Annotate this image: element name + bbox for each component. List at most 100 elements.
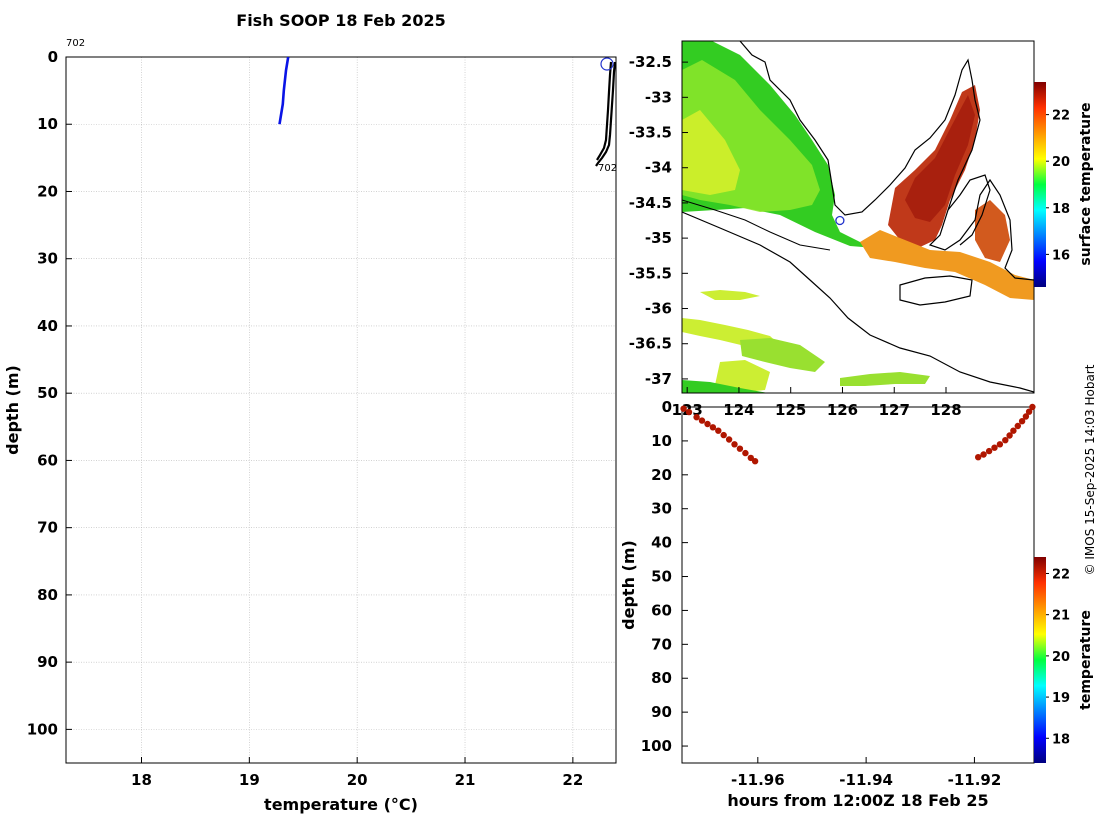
map-shelf-break xyxy=(682,211,1034,393)
map-y-tick-label: -32.5 xyxy=(629,53,672,71)
time-depth-point xyxy=(725,436,733,443)
time-depth-colorbar-tick-label: 22 xyxy=(1052,567,1070,582)
map-y-tick-label: -36 xyxy=(645,300,672,318)
map-position-marker xyxy=(835,215,845,226)
map-y-tick-label: -33 xyxy=(645,88,672,106)
time-depth-y-tick-label: 70 xyxy=(651,635,672,653)
time-depth-y-tick-label: 100 xyxy=(641,737,672,755)
time-depth-point xyxy=(1018,418,1026,425)
time-depth-y-tick-label: 50 xyxy=(651,568,672,586)
time-depth-point xyxy=(996,441,1004,448)
profile-y-tick-label: 90 xyxy=(37,653,58,671)
time-depth-colorbar-tick-label: 19 xyxy=(1052,691,1070,706)
time-depth-point xyxy=(731,441,738,448)
time-depth-point xyxy=(980,451,987,458)
time-depth-point xyxy=(751,458,759,465)
time-depth-point xyxy=(698,417,706,424)
map-y-tick-label: -35 xyxy=(645,229,672,247)
profile-axes-frame xyxy=(65,56,617,764)
time-depth-point xyxy=(991,444,998,451)
time-depth-point xyxy=(1006,432,1013,439)
profile-y-tick-label: 30 xyxy=(37,250,58,268)
map-y-tick-label: -33.5 xyxy=(629,124,672,142)
map-ticks: -32.5 -33 -33.5 -34 -34.5 -35 -35.5 -36 -36.5 -37… xyxy=(629,53,962,419)
map-x-tick-label: 127 xyxy=(879,401,910,419)
time-depth-ticks: 0 10 20 30 40 50 60 70 80 90 100 -11.96 -11.94 -11.92 xyxy=(641,398,1002,789)
time-depth-y-tick-label: 0 xyxy=(662,398,672,416)
map-colorbar-ticks: 16 18 20 22 xyxy=(1046,109,1070,263)
profile-x-tick-label: 21 xyxy=(455,771,476,789)
profile-x-tick-label: 18 xyxy=(131,771,152,789)
profile-series-line xyxy=(278,57,290,125)
time-depth-point xyxy=(685,408,693,416)
map-coastline-mainland xyxy=(739,41,1034,281)
profile-y-tick-label: 60 xyxy=(37,451,58,469)
time-depth-y-tick-label: 30 xyxy=(651,500,672,518)
time-depth-axes-frame xyxy=(681,406,1035,764)
map-y-tick-label: -37 xyxy=(645,370,672,388)
time-depth-point xyxy=(1025,408,1033,415)
time-depth-colorbar-tick-label: 21 xyxy=(1052,609,1070,624)
time-depth-y-tick-label: 60 xyxy=(651,601,672,619)
time-depth-x-tick-label: -11.96 xyxy=(731,771,785,789)
map-colorbar-tick-label: 16 xyxy=(1052,248,1070,263)
profile-annotation-top: 702 xyxy=(66,38,85,49)
time-depth-point xyxy=(693,414,700,421)
map-sst-south-5 xyxy=(840,372,930,386)
time-depth-point xyxy=(1002,437,1009,444)
time-depth-point xyxy=(1014,422,1021,430)
profile-y-tick-label: 20 xyxy=(37,182,58,200)
time-depth-colorbar-tick-label: 20 xyxy=(1052,650,1070,665)
profile-ticks: 18 19 20 21 22 0 10 20 30 40 50 60 70 80 90 100 xyxy=(27,48,584,789)
map-colorbar-tick-label: 20 xyxy=(1052,155,1070,170)
time-depth-point xyxy=(1022,413,1030,420)
profile-grid xyxy=(66,56,616,763)
map-y-tick-label: -36.5 xyxy=(629,335,672,353)
time-depth-point xyxy=(720,431,727,439)
time-depth-y-tick-label: 90 xyxy=(651,703,672,721)
map-sst-south-3 xyxy=(715,360,770,393)
map-colorbar-label: surface temperature xyxy=(1078,102,1094,265)
time-depth-point xyxy=(985,447,993,455)
profile-x-tick-label: 22 xyxy=(562,771,583,789)
credit-text: © IMOS 15-Sep-2025 14:03 Hobart xyxy=(1083,364,1097,575)
time-depth-x-tick-label: -11.92 xyxy=(948,771,1002,789)
time-depth-y-axis-label: depth (m) xyxy=(619,540,638,630)
profile-series xyxy=(278,57,290,125)
map-x-tick-label: 124 xyxy=(723,401,754,419)
profile-y-tick-label: 70 xyxy=(37,519,58,537)
map-y-tick-label: -34 xyxy=(645,159,672,177)
profile-y-axis-label: depth (m) xyxy=(3,365,22,455)
map-sst-west-yellow2 xyxy=(682,110,740,195)
profile-y-tick-label: 0 xyxy=(48,48,58,66)
map-panel: -32.5 -33 -33.5 -34 -34.5 -35 -35.5 -36 -36.5 -37… xyxy=(629,40,1094,419)
time-depth-point xyxy=(742,449,749,457)
map-x-tick-label: 126 xyxy=(827,401,858,419)
profile-y-tick-label: 50 xyxy=(37,384,58,402)
map-plot-area xyxy=(682,41,1034,393)
profile-position-marker xyxy=(600,57,614,71)
map-coastline-yorke xyxy=(947,174,991,246)
time-depth-y-tick-label: 40 xyxy=(651,534,672,552)
profile-panel: 18 19 20 21 22 0 10 20 30 40 50 60 70 80 90 100 702 702… xyxy=(3,38,617,814)
profile-x-axis-label: temperature (°C) xyxy=(264,795,418,814)
time-depth-point xyxy=(709,424,717,431)
map-sst-south-4 xyxy=(682,380,768,393)
time-depth-x-axis-label: hours from 12:00Z 18 Feb 25 xyxy=(727,791,988,810)
time-depth-colorbar-label: temperature xyxy=(1078,610,1094,710)
map-sst-shelf xyxy=(860,230,1034,300)
map-coastline-kangaroo-island xyxy=(899,275,973,306)
time-depth-colorbar xyxy=(1034,557,1046,763)
time-depth-panel: 0 10 20 30 40 50 60 70 80 90 100 -11.96 -11.94 -11.92… xyxy=(619,398,1094,810)
time-depth-y-tick-label: 10 xyxy=(651,432,672,450)
time-depth-point xyxy=(1029,403,1036,411)
profile-x-tick-label: 20 xyxy=(347,771,368,789)
time-depth-point xyxy=(680,405,687,412)
map-sst-south-6 xyxy=(700,290,760,300)
profile-y-tick-label: 80 xyxy=(37,586,58,604)
profile-annotation-right: 702 xyxy=(598,163,617,174)
time-depth-point xyxy=(736,445,744,452)
map-sst-stvincent xyxy=(975,200,1010,262)
map-x-tick-label: 128 xyxy=(930,401,961,419)
time-depth-y-tick-label: 80 xyxy=(651,669,672,687)
